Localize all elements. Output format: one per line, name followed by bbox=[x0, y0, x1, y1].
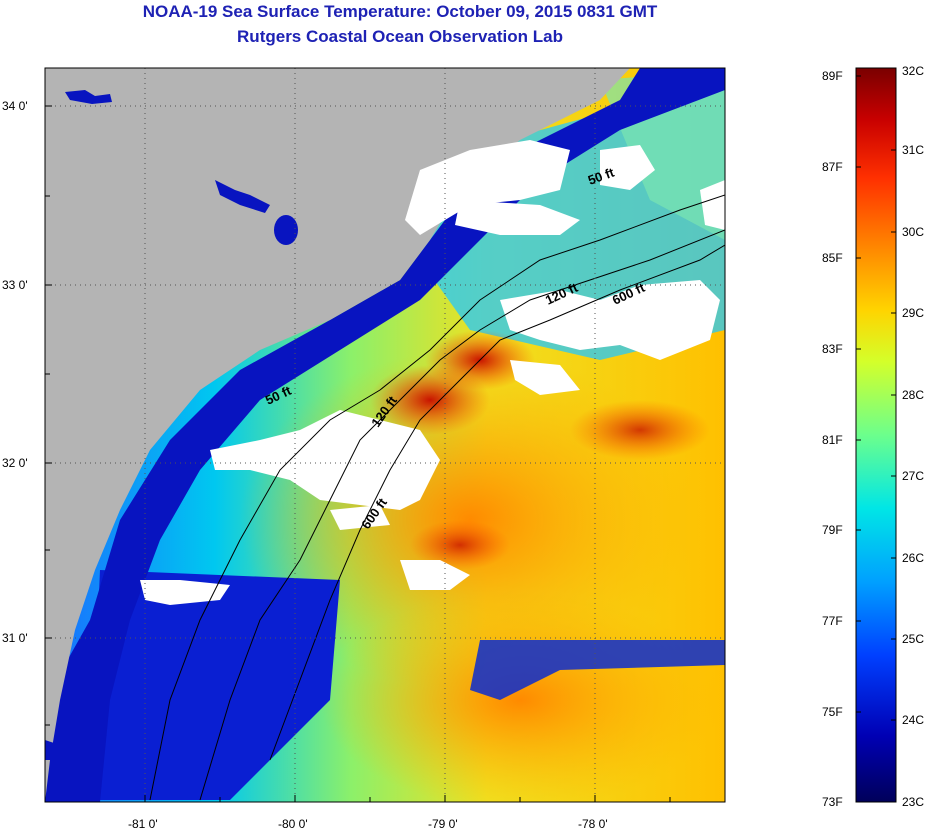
map-panel: 50 ft 120 ft 600 ft 50 ft 120 ft 600 ft bbox=[45, 68, 725, 802]
cool-water-region bbox=[90, 570, 340, 800]
colorbar-c-label-28: 28C bbox=[902, 388, 924, 402]
lon-label-78: -78 0' bbox=[578, 817, 608, 831]
colorbar-f-label-87: 87F bbox=[822, 160, 843, 174]
colorbar-c-label-31: 31C bbox=[902, 143, 924, 157]
graticule bbox=[45, 68, 725, 802]
lon-label-79: -79 0' bbox=[428, 817, 458, 831]
isobath-contours bbox=[149, 194, 725, 801]
lon-label-80: -80 0' bbox=[278, 817, 308, 831]
lat-label-34: 34 0' bbox=[2, 99, 28, 113]
lat-label-31: 31 0' bbox=[2, 631, 28, 645]
map-frame bbox=[44, 67, 726, 803]
colorbar-f-label-75: 75F bbox=[822, 705, 843, 719]
colorbar-c-label-24: 24C bbox=[902, 713, 924, 727]
nearshore-cool-band bbox=[45, 68, 725, 802]
land-mass bbox=[45, 68, 630, 802]
colorbar-ticks bbox=[856, 75, 896, 721]
colorbar-f-label-73: 73F bbox=[822, 795, 843, 809]
map-subtitle: Rutgers Coastal Ocean Observation Lab bbox=[237, 27, 563, 46]
colorbar-f-label-79: 79F bbox=[822, 523, 843, 537]
colorbar-f-label-85: 85F bbox=[822, 251, 843, 265]
colorbar-c-label-29: 29C bbox=[902, 306, 924, 320]
lat-label-32: 32 0' bbox=[2, 456, 28, 470]
colorbar-f-label-89: 89F bbox=[822, 69, 843, 83]
colorbar-f-label-83: 83F bbox=[822, 342, 843, 356]
colorbar-c-label-25: 25C bbox=[902, 632, 924, 646]
colorbar bbox=[855, 67, 897, 803]
colorbar-c-label-27: 27C bbox=[902, 469, 924, 483]
colorbar-f-label-77: 77F bbox=[822, 614, 843, 628]
colorbar-f-label-81: 81F bbox=[822, 433, 843, 447]
map-title: NOAA-19 Sea Surface Temperature: October… bbox=[142, 2, 658, 21]
colorbar-c-label-26: 26C bbox=[902, 551, 924, 565]
lon-label-81: -81 0' bbox=[128, 817, 158, 831]
lat-label-33: 33 0' bbox=[2, 278, 28, 292]
axis-ticks bbox=[45, 105, 671, 802]
colorbar-c-label-30: 30C bbox=[902, 225, 924, 239]
colorbar-c-label-23: 23C bbox=[902, 795, 924, 809]
colorbar-c-label-32: 32C bbox=[902, 64, 924, 78]
